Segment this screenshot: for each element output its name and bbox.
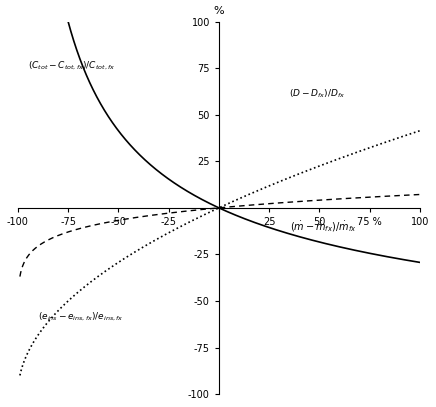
Text: $(C_{tot}-C_{tot,fx})/C_{tot,fx}$: $(C_{tot}-C_{tot,fx})/C_{tot,fx}$	[28, 60, 115, 72]
Text: $(e_{ins}-e_{ins,fx})/e_{ins,fx}$: $(e_{ins}-e_{ins,fx})/e_{ins,fx}$	[38, 311, 124, 323]
Text: %: %	[214, 6, 224, 16]
Text: $(\dot{m}-\dot{m}_{fx})/\dot{m}_{fx}$: $(\dot{m}-\dot{m}_{fx})/\dot{m}_{fx}$	[290, 219, 357, 234]
Text: $(D-D_{fx})/D_{fx}$: $(D-D_{fx})/D_{fx}$	[289, 87, 345, 100]
